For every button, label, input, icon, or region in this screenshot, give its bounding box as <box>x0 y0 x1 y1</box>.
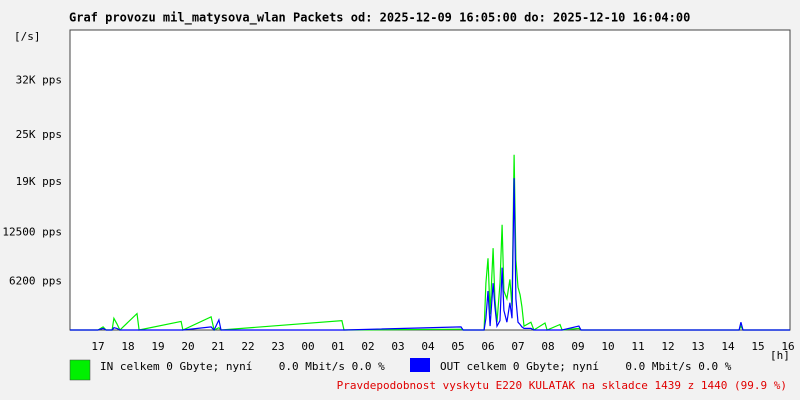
y-tick-label: 25K pps <box>16 128 62 141</box>
x-tick-label: 07 <box>511 340 524 353</box>
legend-swatch <box>410 358 430 372</box>
x-tick-label: 18 <box>121 340 134 353</box>
x-tick-label: 16 <box>781 340 794 353</box>
y-tick-label: 32K pps <box>16 74 62 87</box>
x-tick-label: 12 <box>661 340 674 353</box>
x-axis-label: [h] <box>770 349 790 362</box>
x-tick-label: 19 <box>151 340 164 353</box>
x-tick-label: 20 <box>181 340 194 353</box>
legend-swatch <box>69 359 91 381</box>
x-tick-label: 06 <box>481 340 494 353</box>
x-tick-label: 14 <box>721 340 735 353</box>
x-tick-label: 01 <box>331 340 344 353</box>
x-tick-label: 10 <box>601 340 614 353</box>
note: Pravdepodobnost vyskytu E220 KULATAK na … <box>337 379 787 392</box>
x-tick-label: 08 <box>541 340 554 353</box>
chart-title: Graf provozu mil_matysova_wlan Packets o… <box>69 11 690 26</box>
x-tick-label: 21 <box>211 340 224 353</box>
x-tick-label: 03 <box>391 340 404 353</box>
y-tick-label: 6200 pps <box>9 275 62 288</box>
x-tick-label: 22 <box>241 340 254 353</box>
legend-label: OUT celkem 0 Gbyte; nyní 0.0 Mbit/s 0.0 … <box>440 360 732 373</box>
x-tick-label: 13 <box>691 340 704 353</box>
x-tick-label: 11 <box>631 340 644 353</box>
x-tick-label: 15 <box>751 340 764 353</box>
plot-area <box>69 29 791 331</box>
y-tick-label: 12500 pps <box>2 226 62 239</box>
y-tick-label: 19K pps <box>16 175 62 188</box>
x-tick-label: 17 <box>91 340 104 353</box>
series-line <box>70 178 790 332</box>
y-axis-label: [/s] <box>14 30 41 43</box>
x-tick-label: 00 <box>301 340 314 353</box>
x-tick-label: 02 <box>361 340 374 353</box>
legend-label: IN celkem 0 Gbyte; nyní 0.0 Mbit/s 0.0 % <box>100 360 385 373</box>
x-tick-label: 04 <box>421 340 435 353</box>
x-tick-label: 09 <box>571 340 584 353</box>
x-tick-label: 05 <box>451 340 464 353</box>
x-tick-label: 23 <box>271 340 284 353</box>
